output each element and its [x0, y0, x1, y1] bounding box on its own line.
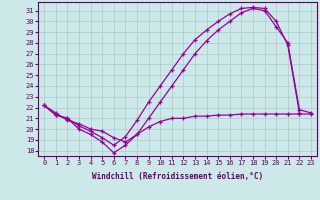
X-axis label: Windchill (Refroidissement éolien,°C): Windchill (Refroidissement éolien,°C): [92, 172, 263, 181]
